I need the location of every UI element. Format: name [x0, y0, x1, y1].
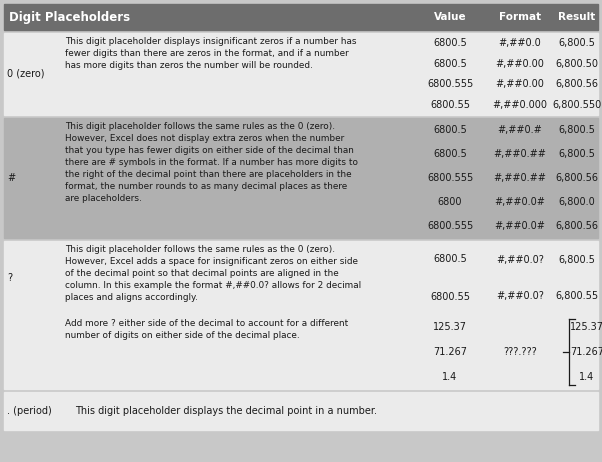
- Text: #,##0.##: #,##0.##: [494, 173, 547, 183]
- Text: Result: Result: [559, 12, 595, 22]
- Text: Add more ? either side of the decimal to account for a different
number of digit: Add more ? either side of the decimal to…: [65, 319, 348, 340]
- Text: This digit placeholder follows the same rules as the 0 (zero).
However, Excel ad: This digit placeholder follows the same …: [65, 245, 361, 302]
- Bar: [4, 392, 598, 430]
- Bar: [4, 118, 598, 238]
- Text: #,##0.0#: #,##0.0#: [495, 221, 545, 231]
- Text: This digit placeholder displays insignificant zeros if a number has
fewer digits: This digit placeholder displays insignif…: [65, 37, 356, 70]
- Bar: [4, 241, 598, 389]
- Text: 6800.5: 6800.5: [433, 38, 467, 48]
- Text: This digit placeholder displays the decimal point in a number.: This digit placeholder displays the deci…: [75, 406, 377, 416]
- Text: 6800.5: 6800.5: [433, 149, 467, 159]
- Bar: [4, 4, 598, 30]
- Text: 1.4: 1.4: [442, 371, 458, 382]
- Text: #,##0.#: #,##0.#: [498, 125, 542, 135]
- Text: . (period): . (period): [7, 406, 52, 416]
- Text: 71.267: 71.267: [570, 347, 602, 357]
- Text: 71.267: 71.267: [433, 347, 467, 357]
- Text: Format: Format: [499, 12, 541, 22]
- Text: 125.37: 125.37: [433, 322, 467, 332]
- Text: 6800.555: 6800.555: [427, 79, 473, 89]
- Text: 0 (zero): 0 (zero): [7, 69, 45, 79]
- Text: 6,800.50: 6,800.50: [556, 59, 598, 69]
- Text: 6800: 6800: [438, 197, 462, 207]
- Text: 6,800.0: 6,800.0: [559, 197, 595, 207]
- Text: #,##0.0: #,##0.0: [498, 38, 541, 48]
- Text: 6,800.56: 6,800.56: [556, 221, 598, 231]
- Text: #,##0.##: #,##0.##: [494, 149, 547, 159]
- Text: #,##0.00: #,##0.00: [495, 79, 544, 89]
- Text: 6,800.5: 6,800.5: [559, 125, 595, 135]
- Text: #,##0.0?: #,##0.0?: [496, 255, 544, 265]
- Text: 6,800.5: 6,800.5: [559, 255, 595, 265]
- Text: 6800.55: 6800.55: [430, 100, 470, 110]
- Text: ?: ?: [7, 273, 12, 283]
- Text: 6,800.56: 6,800.56: [556, 173, 598, 183]
- Text: Digit Placeholders: Digit Placeholders: [9, 11, 130, 24]
- Text: 6800.5: 6800.5: [433, 255, 467, 265]
- Text: #,##0.0?: #,##0.0?: [496, 292, 544, 302]
- Text: 1.4: 1.4: [579, 371, 595, 382]
- Text: 6800.5: 6800.5: [433, 125, 467, 135]
- Bar: [4, 33, 598, 115]
- Text: Value: Value: [433, 12, 467, 22]
- Text: 125.37: 125.37: [570, 322, 602, 332]
- Text: 6,800.55: 6,800.55: [556, 292, 598, 302]
- Text: 6800.55: 6800.55: [430, 292, 470, 302]
- Text: 6,800.5: 6,800.5: [559, 38, 595, 48]
- Text: 6800.555: 6800.555: [427, 173, 473, 183]
- Text: This digit placeholder follows the same rules as the 0 (zero).
However, Excel do: This digit placeholder follows the same …: [65, 122, 358, 203]
- Text: 6800.555: 6800.555: [427, 221, 473, 231]
- Text: #: #: [7, 173, 15, 183]
- Text: 6800.5: 6800.5: [433, 59, 467, 69]
- Text: #,##0.00: #,##0.00: [495, 59, 544, 69]
- Text: ???.???: ???.???: [503, 347, 537, 357]
- Text: 6,800.56: 6,800.56: [556, 79, 598, 89]
- Text: 6,800.550: 6,800.550: [553, 100, 601, 110]
- Text: #,##0.0#: #,##0.0#: [495, 197, 545, 207]
- Text: #,##0.000: #,##0.000: [492, 100, 547, 110]
- Text: 6,800.5: 6,800.5: [559, 149, 595, 159]
